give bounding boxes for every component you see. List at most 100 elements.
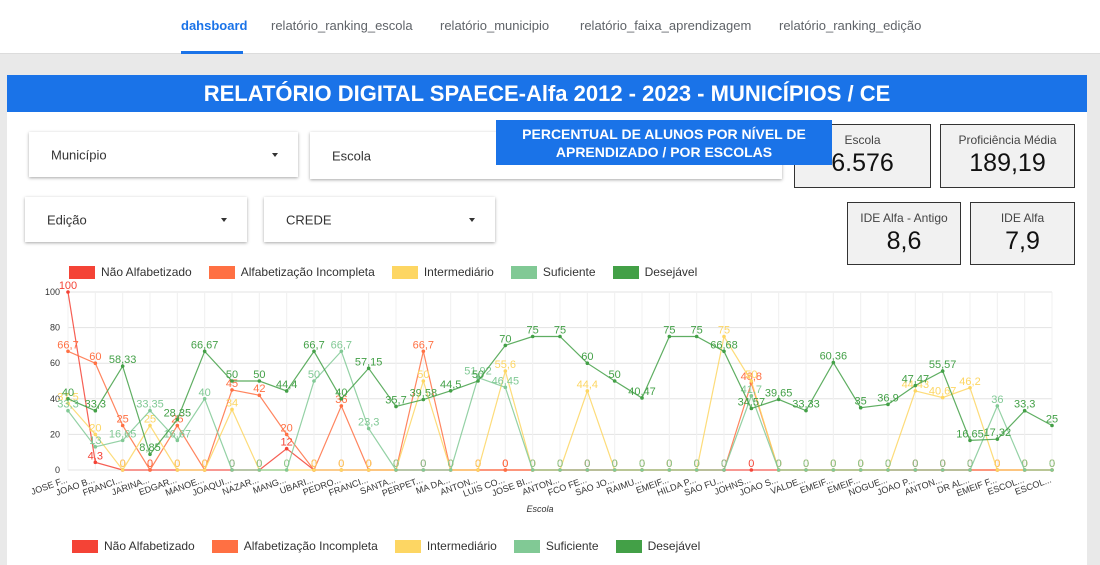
data-label: 40 [199,387,211,399]
data-point [93,460,98,465]
legend-item-alfabetizacao-incompleta[interactable]: Alfabetização Incompleta [208,265,375,279]
data-label: 0 [612,458,618,470]
data-label: 0 [830,458,836,470]
data-label: 28,35 [164,408,192,420]
top-navigation: dahsboard relatório_ranking_escola relat… [0,0,1100,54]
data-label: 0 [584,458,590,470]
data-point [230,379,234,383]
legend-item-desejavel[interactable]: Desejável [615,539,700,553]
data-label: 0 [666,458,672,470]
data-label: 0 [229,458,235,470]
legend-item-suficiente[interactable]: Suficiente [513,539,599,553]
edicao-dropdown[interactable]: Edição [25,197,247,242]
legend-item-intermediario[interactable]: Intermediário [391,265,494,279]
legend-swatch [615,539,642,553]
data-label: 0 [694,458,700,470]
data-label: 0 [202,458,208,470]
legend-swatch [208,265,235,279]
data-point [913,389,918,393]
legend-item-alfabetizacao-incompleta[interactable]: Alfabetização Incompleta [211,539,378,553]
legend-item-nao-alfabetizado[interactable]: Não Alfabetizado [69,265,192,279]
legend-item-desejavel[interactable]: Desejável [612,265,697,279]
crede-dropdown[interactable]: CREDE [264,197,495,242]
legend-item-suficiente[interactable]: Suficiente [510,265,596,279]
data-point [421,468,426,472]
data-point [831,360,836,365]
data-label: 51,92 [464,366,492,378]
data-label: 0 [475,458,481,470]
data-label: 0 [666,458,672,470]
data-point [694,334,699,339]
legend-label: Intermediário [423,265,494,279]
data-label: 0 [776,458,782,470]
data-point [66,401,70,406]
data-label: 0 [1049,458,1055,470]
data-label: 8,85 [139,442,160,454]
legend-item-nao-alfabetizado[interactable]: Não Alfabetizado [72,539,195,553]
data-label: 0 [776,458,782,470]
data-label: 0 [748,458,754,470]
tab-relatorio-municipio[interactable]: relatório_municipio [440,18,550,33]
data-label: 0 [256,458,262,470]
data-label: 35,7 [385,394,406,406]
data-point [776,468,781,472]
data-label: 0 [530,458,536,470]
data-label: 0 [803,458,809,470]
data-label: 57,15 [355,356,383,368]
data-label: 0 [147,458,153,470]
data-label: 0 [1022,458,1028,470]
data-label: 40 [335,387,347,399]
data-label: 0 [311,458,317,470]
data-label: 0 [120,458,126,470]
municipio-dropdown[interactable]: Município [29,132,298,177]
tab-dashboard[interactable]: dahsboard [181,18,248,33]
data-label: 0 [1022,458,1028,470]
data-point [640,396,644,400]
data-point [312,349,316,354]
data-label: 0 [1049,458,1055,470]
data-label: 0 [420,458,426,470]
data-label: 50 [226,369,238,381]
data-point [339,349,344,354]
data-label: 50 [308,369,320,381]
data-label: 13 [89,435,101,447]
data-point [175,438,180,443]
data-point [366,366,371,371]
data-label: 0 [393,458,399,470]
data-label: 50 [417,369,429,381]
edicao-label: Edição [47,212,87,227]
data-point [284,432,289,437]
data-label: 0 [557,458,563,470]
tab-relatorio-ranking-edicao[interactable]: relatório_ranking_edição [779,18,922,33]
data-label: 48,8 [741,371,762,383]
data-label: 0 [858,458,864,470]
data-label: 4,3 [88,450,103,462]
data-label: 0 [639,458,645,470]
data-point [148,452,152,457]
kpi-ide-alfa-label: IDE Alfa [1000,211,1045,225]
data-point [503,385,508,390]
legend-label: Alfabetização Incompleta [240,265,375,279]
data-label: 20 [281,422,293,434]
data-label: 66,68 [710,339,738,351]
data-label: 66,7 [331,339,352,351]
data-point [995,468,1000,472]
data-label: 66,7 [303,339,324,351]
data-point [749,393,754,398]
report-title: RELATÓRIO DIGITAL SPAECE-Alfa 2012 - 202… [7,75,1087,112]
data-label: 75 [527,325,539,337]
data-label: 0 [311,458,317,470]
data-point [1022,468,1027,472]
data-label: 0 [721,458,727,470]
tab-relatorio-faixa-aprendizagem[interactable]: relatório_faixa_aprendizagem [580,18,752,33]
data-point [230,388,234,392]
data-label: 0 [366,458,372,470]
data-label: 75 [663,325,675,337]
data-label: 17,32 [984,427,1012,439]
data-label: 50 [745,369,757,381]
legend-item-intermediario[interactable]: Intermediário [394,539,497,553]
data-point [284,468,289,472]
data-point [448,388,453,393]
tab-relatorio-ranking-escola[interactable]: relatório_ranking_escola [271,18,413,33]
data-label: 0 [776,458,782,470]
